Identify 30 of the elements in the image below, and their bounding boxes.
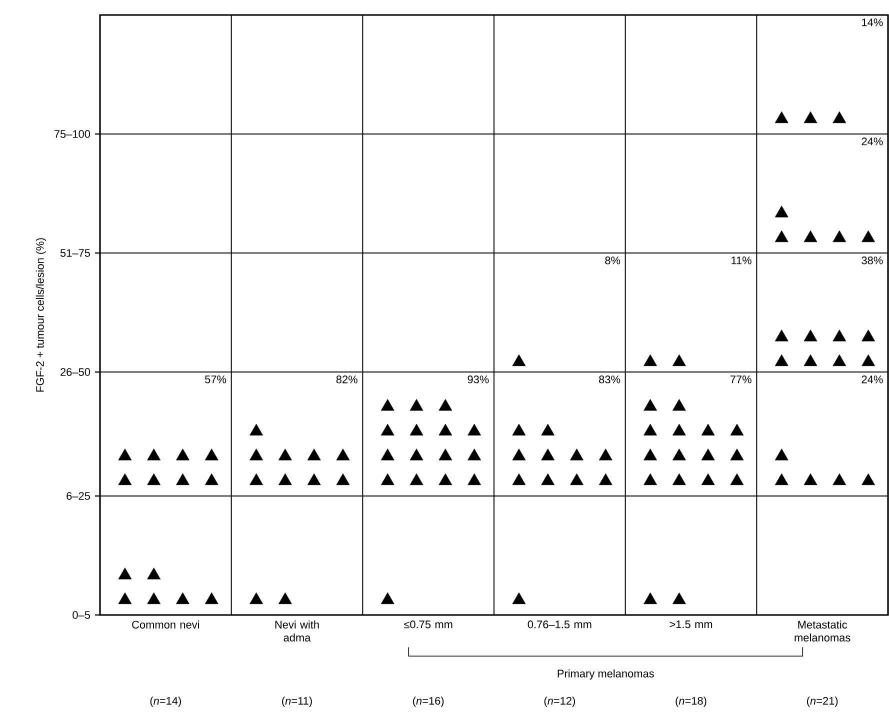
annotation: 24%: [862, 376, 883, 384]
x-tick-label: 0.76–1.5 mm: [528, 620, 592, 628]
text: (n=21): [807, 696, 838, 707]
ref-line-label: 26–50: [60, 368, 90, 376]
annotation: 57%: [205, 376, 226, 384]
ref-line-label: 75–100: [54, 130, 90, 138]
x-tick-label: ≤0.75 mm: [404, 620, 452, 628]
annotation: 24%: [862, 138, 883, 146]
y-axis-title: FGF-2 + tumour cells/lesion (%): [36, 238, 46, 392]
annotation: 11%: [732, 256, 752, 264]
annotation: 77%: [730, 376, 752, 384]
annotation: 8%: [605, 256, 620, 264]
annotation: 82%: [336, 376, 358, 384]
text: (n=16): [413, 696, 444, 707]
ref-line-label: 6–25: [66, 492, 90, 500]
text: Primary melanomas: [558, 669, 654, 680]
annotation: 83%: [599, 376, 620, 384]
text: (n=12): [544, 696, 575, 707]
annotation: 38%: [862, 256, 883, 264]
text: 14%: [862, 18, 883, 26]
x-tick-label: >1.5 mm: [670, 620, 712, 628]
text: (n=18): [676, 696, 706, 707]
ref-line-label: 51–75: [60, 249, 90, 257]
x-tick-label: Common nevi: [132, 620, 200, 629]
x-tick-label: Nevi with adma: [275, 620, 319, 642]
ref-line-label: 0–5: [72, 611, 90, 619]
annotation: 93%: [468, 376, 489, 384]
text: (n=11): [282, 696, 312, 707]
x-tick-label: Metastatic melanomas: [794, 620, 850, 642]
text: (n=14): [150, 696, 181, 707]
